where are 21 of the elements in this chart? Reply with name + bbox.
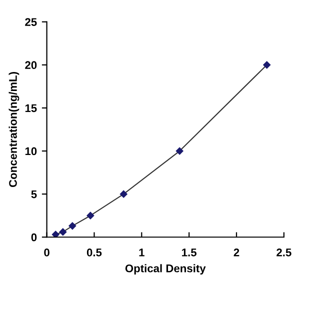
x-tick-label: 2.5 (276, 248, 292, 256)
x-tick-label: 0 (44, 248, 50, 256)
point (52, 230, 60, 238)
point (68, 222, 76, 230)
x-tick-label: 1 (139, 248, 144, 256)
y-tick-label: 5 (31, 190, 37, 198)
point (59, 228, 67, 236)
x-tick-label: 2 (234, 248, 240, 256)
x-tick-label: 1.5 (182, 248, 196, 256)
y-tick-label: 15 (25, 104, 37, 112)
x-tick-label: 0.5 (86, 248, 102, 256)
point (176, 147, 184, 155)
point (263, 61, 270, 69)
point (120, 190, 128, 198)
point (86, 212, 94, 220)
x-axis-title: Optical Density (125, 264, 206, 274)
y-tick-label: 25 (25, 18, 37, 26)
y-tick-label: 10 (25, 147, 37, 156)
y-axis-title: Concentration(ng/mL) (8, 72, 20, 188)
y-tick-label: 20 (25, 61, 37, 70)
y-tick-label: 0 (31, 233, 37, 242)
